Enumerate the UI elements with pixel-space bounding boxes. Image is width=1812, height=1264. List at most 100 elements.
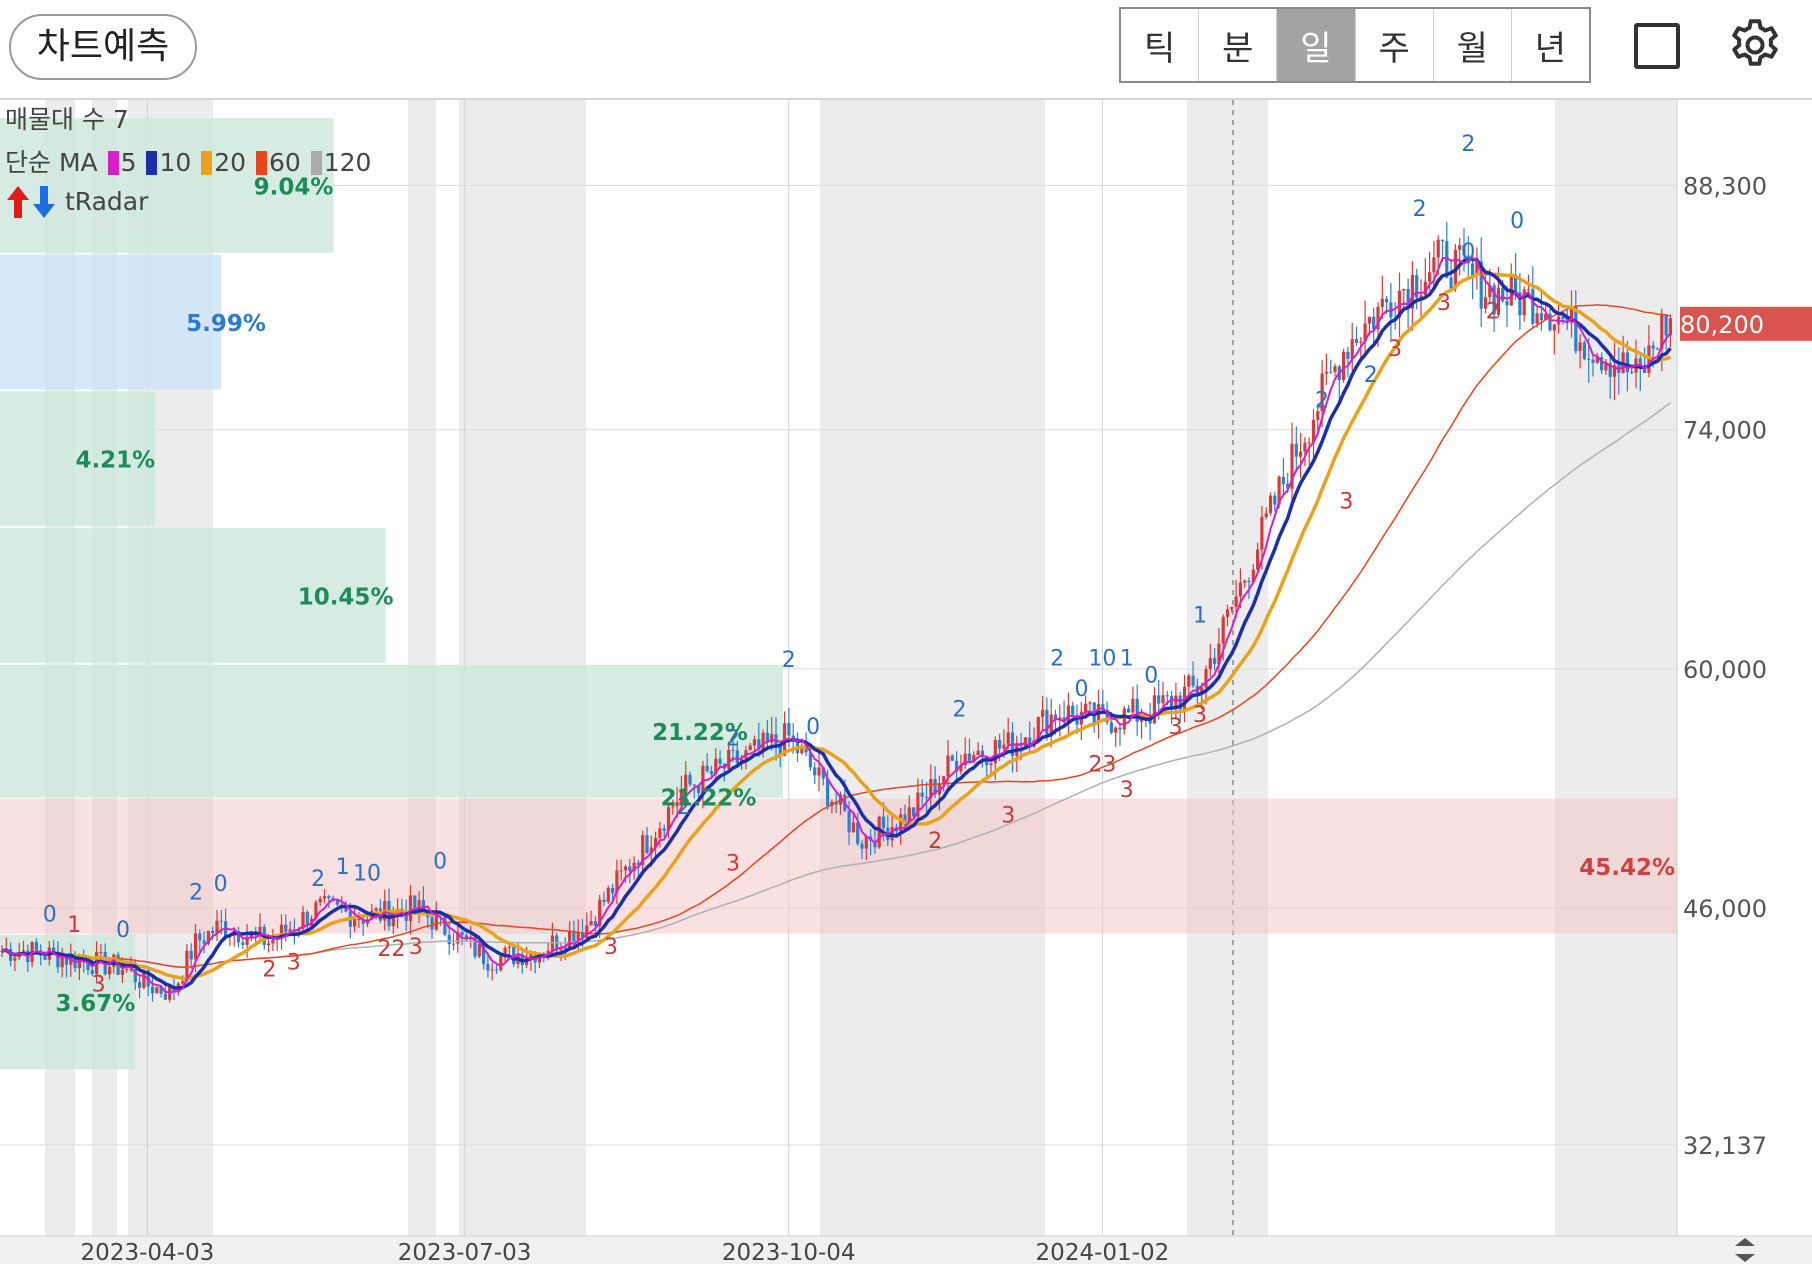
candle-body (1539, 313, 1543, 320)
square-icon[interactable] (1634, 23, 1680, 69)
candle-body (490, 969, 494, 971)
candle-body (559, 947, 563, 951)
price-tick-label: 74,000 (1683, 417, 1767, 445)
candle-body (99, 951, 103, 953)
candle-body (641, 835, 645, 865)
candle-body (1660, 314, 1664, 350)
candle-body (1135, 698, 1139, 722)
tab-year[interactable]: 년 (1511, 9, 1590, 81)
candle-body (1445, 241, 1449, 278)
candle-body (1591, 359, 1595, 363)
candle-body (288, 929, 292, 932)
tab-tick[interactable]: 틱 (1121, 9, 1200, 81)
signal-label: 0 (1510, 209, 1524, 234)
chart-predict-button[interactable]: 차트예측 (9, 14, 197, 80)
price-tick-label: 32,137 (1683, 1132, 1767, 1160)
gear-icon[interactable] (1725, 15, 1785, 75)
candle-body (1475, 261, 1479, 276)
candle-body (933, 778, 937, 795)
candle-body (735, 750, 739, 764)
candle-body (52, 947, 56, 952)
candle-body (258, 926, 262, 934)
ma-legend: 단순 MA 5 10 20 60 120 (5, 143, 371, 179)
candle-body (1294, 443, 1298, 457)
tab-day[interactable]: 일 (1277, 9, 1356, 81)
candle-body (1122, 708, 1126, 730)
signal-label: 10 (353, 862, 381, 887)
candle-body (718, 758, 722, 764)
candle-body (572, 930, 576, 943)
candle-body (1264, 513, 1268, 518)
signal-label: 3 (1388, 337, 1402, 362)
candle-body (1385, 298, 1389, 303)
ma20-label: 20 (214, 148, 247, 177)
candle-body (1178, 695, 1182, 710)
candle-body (800, 747, 804, 754)
candle-body (1397, 290, 1402, 318)
signal-label: 21.22% (661, 786, 757, 812)
candle-body (1595, 357, 1599, 363)
candle-body (90, 969, 94, 974)
candle-body (881, 816, 886, 828)
candle-body (413, 895, 417, 910)
candle-body (159, 987, 163, 994)
candle-body (632, 862, 636, 872)
candle-body (860, 843, 864, 849)
tab-month[interactable]: 월 (1433, 9, 1512, 81)
candle-body (675, 802, 679, 807)
signal-label: 3 (92, 973, 106, 998)
candle-body (1307, 442, 1311, 444)
signal-label: 3 (726, 851, 740, 876)
candle-body (942, 776, 946, 784)
date-tick-label: 2024-01-02 (1036, 1240, 1170, 1264)
candle-body (391, 915, 395, 927)
signal-label: 3 (1120, 778, 1134, 803)
signal-label: 1 (67, 913, 81, 938)
candle-body (929, 778, 933, 798)
candle-body (959, 765, 963, 772)
candle-body (447, 934, 451, 945)
candle-body (1053, 714, 1058, 721)
signal-label: 2 (726, 727, 740, 752)
volume-profile-bar (0, 391, 156, 527)
candle-body (1419, 295, 1423, 298)
candle-body (1471, 263, 1475, 276)
signal-label: 2 (1315, 388, 1329, 413)
candle-body (1303, 442, 1307, 452)
candle-body (757, 739, 761, 750)
price-tick-label: 88,300 (1683, 172, 1767, 200)
candle-body (1432, 257, 1436, 273)
candle-body (645, 835, 649, 853)
candle-body (279, 924, 284, 939)
tab-minute[interactable]: 분 (1199, 9, 1278, 81)
candle-body (731, 749, 735, 751)
signal-label: 3 (1339, 489, 1353, 514)
candle-body (314, 902, 318, 919)
candle-body (826, 778, 830, 806)
ma5-line (1, 256, 1672, 994)
volume-profile-label: 5.99% (186, 311, 266, 337)
ma10-line (1, 257, 1672, 990)
candle-body (1268, 495, 1273, 514)
chart-scroll-handle[interactable] (1700, 1236, 1790, 1264)
candle-body (494, 969, 499, 971)
candle-body (787, 723, 791, 736)
signal-label: 0 (433, 850, 447, 875)
signal-label: 2 (1364, 363, 1378, 388)
candle-body (709, 771, 714, 775)
candle-body (327, 896, 331, 899)
candle-body (155, 987, 159, 994)
candle-body (1139, 718, 1144, 722)
candle-body (1359, 341, 1363, 343)
price-chart[interactable]: 9.04% 5.99% 4.21% 10.45% 21.22% 45.42% 3.67% 0… (0, 100, 1812, 1264)
signal-label: 3 (409, 935, 423, 960)
signal-label: 2 (782, 648, 796, 673)
signal-label: 3 (1169, 715, 1183, 740)
candle-body (1548, 313, 1552, 331)
candle-body (1221, 616, 1225, 644)
candle-body (408, 895, 413, 921)
candle-body (138, 981, 142, 988)
candle-body (1531, 289, 1535, 324)
candle-body (1436, 239, 1440, 258)
tab-week[interactable]: 주 (1355, 9, 1434, 81)
